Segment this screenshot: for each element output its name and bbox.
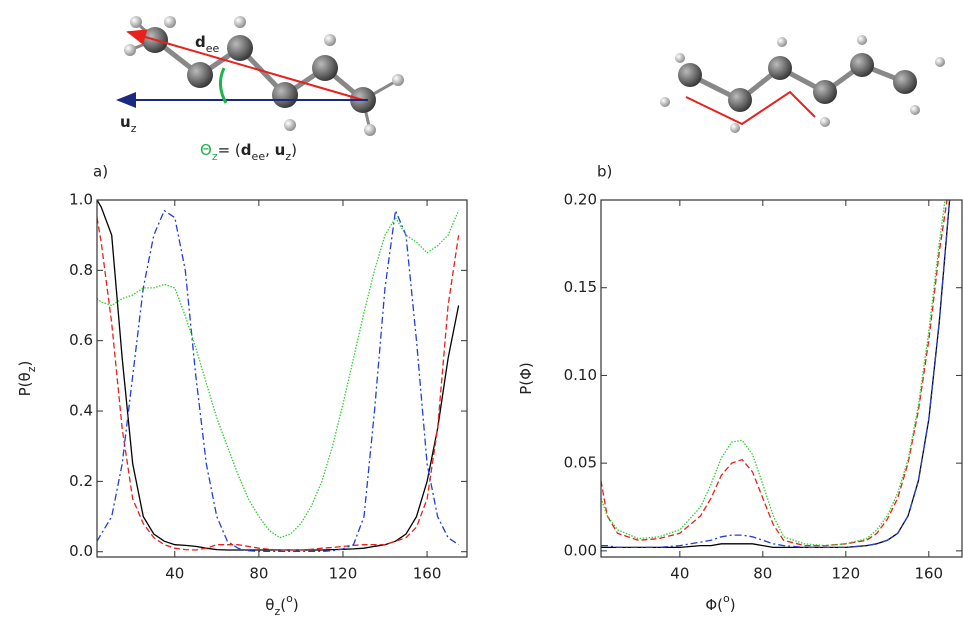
- series-line: [97, 208, 459, 553]
- y-axis-label: P(θz): [16, 361, 38, 397]
- dihedral-marker: [685, 90, 816, 126]
- text-part: ): [730, 596, 736, 614]
- text-part: Θ: [200, 141, 212, 159]
- text-part: ): [293, 596, 299, 614]
- text-part: P(θ: [16, 372, 34, 396]
- d-ee-label: dee: [195, 33, 220, 55]
- text-part: d: [195, 33, 206, 51]
- x-tick-label: 120: [831, 565, 860, 583]
- plot-frame: [600, 199, 963, 558]
- series-line: [97, 217, 460, 551]
- x-axis-label: Φ(o): [705, 592, 735, 614]
- text-part: u: [275, 141, 286, 159]
- text-part: ): [16, 361, 34, 367]
- text-part: = (: [218, 141, 241, 159]
- y-tick-label: 0.0: [69, 542, 93, 560]
- text-part: z: [25, 366, 38, 372]
- text-part: z: [131, 122, 137, 135]
- y-tick-label: 0.05: [564, 454, 597, 472]
- y-tick-label: 0.20: [564, 191, 597, 209]
- y-tick-label: 0.2: [69, 472, 93, 490]
- text-part: o: [723, 592, 730, 605]
- angle-arc: [219, 67, 228, 104]
- molecule-a: [124, 16, 404, 136]
- series-line: [601, 200, 946, 547]
- text-part: P(Φ): [517, 362, 535, 395]
- y-tick-label: 0.4: [69, 402, 93, 420]
- series-line: [97, 200, 460, 551]
- y-tick-label: 0.15: [564, 278, 597, 296]
- text-part: Φ(: [705, 596, 723, 614]
- text-part: (: [280, 596, 286, 614]
- u-z-label: uz: [120, 113, 137, 135]
- x-axis-label: θz(o): [265, 592, 298, 618]
- text-part: ee: [206, 42, 220, 55]
- text-part: z: [212, 150, 218, 163]
- text-part: o: [286, 592, 293, 605]
- text-part: d: [241, 141, 252, 159]
- panel-label: a): [93, 163, 108, 181]
- y-tick-label: 1.0: [69, 191, 93, 209]
- x-tick-label: 120: [329, 565, 358, 583]
- y-tick-label: 0.00: [564, 541, 597, 559]
- series-line: [601, 200, 948, 547]
- x-tick-label: 40: [670, 565, 689, 583]
- x-tick-label: 80: [753, 565, 772, 583]
- series-line: [601, 200, 951, 549]
- molecule-b: [660, 35, 945, 133]
- text-part: z: [285, 150, 291, 163]
- x-tick-label: 80: [249, 565, 268, 583]
- panel-label: b): [597, 163, 612, 181]
- plot-frame: [96, 199, 468, 558]
- chart: b) 0.00 0.05 0.10 0.15 0.20 40 80 120 160 Φ(o) P(Φ): [517, 163, 963, 614]
- y-tick-label: 0.10: [564, 366, 597, 384]
- series-line: [97, 210, 460, 539]
- d-ee-vector: [126, 29, 364, 101]
- y-tick-label: 0.6: [69, 331, 93, 349]
- series-line: [601, 200, 951, 549]
- text-part: ): [291, 141, 297, 159]
- text-part: z: [274, 605, 280, 618]
- text-part: θ: [265, 596, 274, 614]
- text-part: ee: [252, 150, 266, 163]
- text-part: u: [120, 113, 131, 131]
- x-tick-label: 40: [165, 565, 184, 583]
- y-axis-label: P(Φ): [517, 362, 535, 395]
- text-part: ,: [265, 141, 275, 159]
- y-tick-label: 0.8: [69, 261, 93, 279]
- theta-definition: Θz= (dee, uz): [200, 141, 297, 163]
- x-tick-label: 160: [914, 565, 943, 583]
- x-tick-label: 160: [413, 565, 442, 583]
